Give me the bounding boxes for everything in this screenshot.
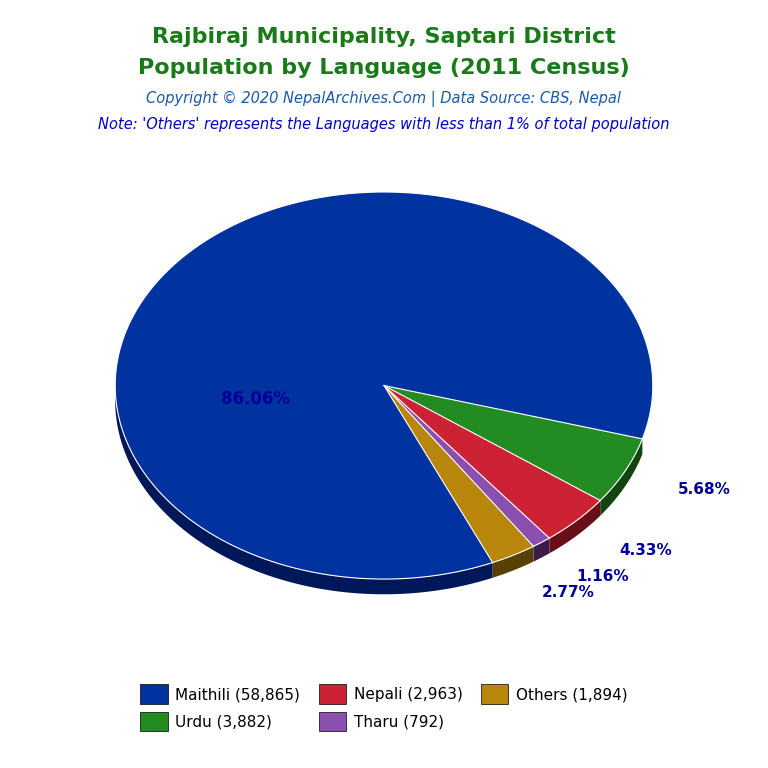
Polygon shape [115, 386, 492, 594]
Polygon shape [384, 386, 601, 538]
Polygon shape [492, 546, 534, 578]
Text: Rajbiraj Municipality, Saptari District: Rajbiraj Municipality, Saptari District [152, 27, 616, 47]
Text: Population by Language (2011 Census): Population by Language (2011 Census) [138, 58, 630, 78]
Polygon shape [115, 192, 653, 579]
Polygon shape [384, 386, 549, 546]
Text: Copyright © 2020 NepalArchives.Com | Data Source: CBS, Nepal: Copyright © 2020 NepalArchives.Com | Dat… [147, 91, 621, 107]
Text: 5.68%: 5.68% [678, 482, 731, 498]
Text: 2.77%: 2.77% [542, 585, 595, 600]
Text: 86.06%: 86.06% [221, 390, 290, 409]
Text: Note: 'Others' represents the Languages with less than 1% of total population: Note: 'Others' represents the Languages … [98, 117, 670, 132]
Text: 4.33%: 4.33% [619, 543, 672, 558]
Polygon shape [384, 386, 642, 501]
Polygon shape [549, 501, 601, 553]
Polygon shape [534, 538, 549, 561]
Polygon shape [384, 386, 534, 563]
Polygon shape [601, 439, 642, 515]
Text: 1.16%: 1.16% [576, 569, 629, 584]
Legend: Maithili (58,865), Urdu (3,882), Nepali (2,963), Tharu (792), Others (1,894): Maithili (58,865), Urdu (3,882), Nepali … [134, 678, 634, 737]
